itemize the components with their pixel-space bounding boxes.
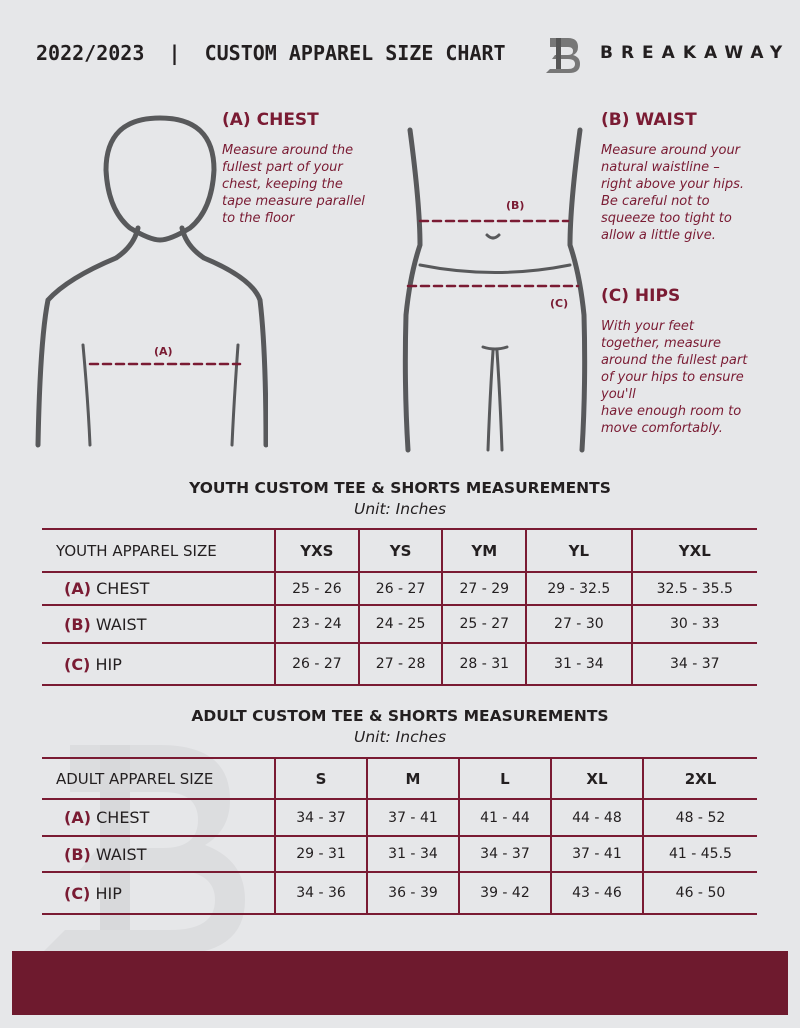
adult-table-title: ADULT CUSTOM TEE & SHORTS MEASUREMENTS [191,707,609,725]
hips-description: With your feet together, measure around th… [601,319,748,436]
table-row: (C) HIP 26 - 27 27 - 28 28 - 31 31 - 34 34 - … [42,643,757,686]
youth-unit: Unit: Inches [353,500,447,518]
hips-heading: (C) HIPS [601,286,681,306]
youth-size-table: YOUTH APPAREL SIZE YXS YS YM YL YXL (A) CHES… [42,528,757,686]
table-row: (B) WAIST 23 - 24 24 - 25 25 - 27 27 - 30 30 … [42,605,757,644]
brand-name: BREAKAWAY [600,43,791,63]
waist-instructions: (B) WAIST Measure around your natural wai… [601,110,744,244]
table-header-row: ADULT APPAREL SIZE S M L XL 2XL [42,757,757,800]
footer-bar [12,951,788,1015]
marker-c: (C) [550,297,568,310]
chest-instructions: (A) CHEST Measure around the fullest part… [222,110,365,227]
page-title: 2022/2023 | CUSTOM APPAREL SIZE CHART [36,41,506,65]
hips-instructions: (C) HIPS With your feet together, measure… [601,286,747,437]
waist-heading: (B) WAIST [601,110,697,130]
table-row: (B) WAIST 29 - 31 31 - 34 34 - 37 37 - 41 41 … [42,836,757,873]
table-row: (A) CHEST 34 - 37 37 - 41 41 - 44 44 - 48 48 … [42,799,757,837]
marker-b: (B) [506,199,524,212]
youth-table-title: YOUTH CUSTOM TEE & SHORTS MEASUREMENTS [189,479,611,497]
waist-description: Measure around your natural waistline – ri… [601,143,745,243]
adult-unit: Unit: Inches [353,728,447,746]
upper-body-illustration: (A) [35,115,268,448]
lower-body-illustration: (B) (C) [402,127,588,453]
chest-heading: (A) CHEST [222,110,319,130]
chest-description: Measure around the fullest part of your ch… [222,143,365,226]
table-row: (A) CHEST 25 - 26 26 - 27 27 - 29 29 - 32.5 3… [42,572,757,606]
breakaway-logo [546,38,580,73]
table-row: (C) HIP 34 - 36 36 - 39 39 - 42 43 - 46 46 - … [42,872,757,915]
marker-a: (A) [154,345,173,358]
table-header-row: YOUTH APPAREL SIZE YXS YS YM YL YXL [42,528,757,573]
adult-size-table: ADULT APPAREL SIZE S M L XL 2XL (A) CHEST 34 … [42,757,757,915]
